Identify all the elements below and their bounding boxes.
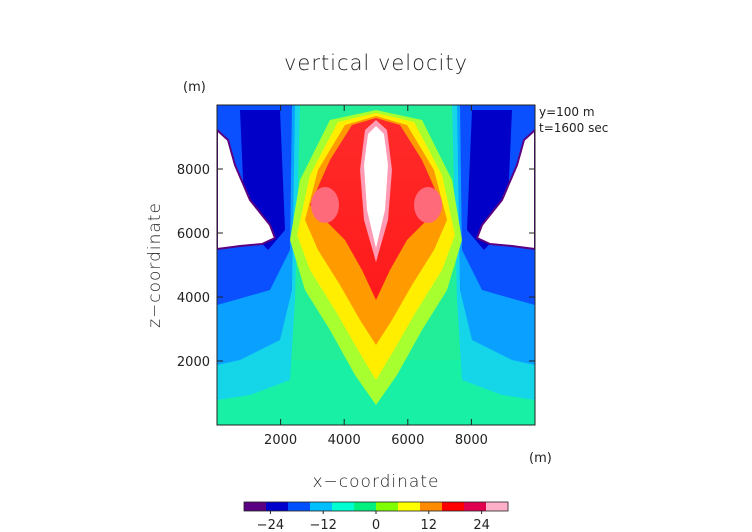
colorbar-swatch bbox=[332, 502, 355, 511]
colorbar-swatch bbox=[310, 502, 333, 511]
y-tick-label: 4000 bbox=[177, 291, 210, 306]
colorbar-swatch bbox=[266, 502, 289, 511]
x-tick-label: 4000 bbox=[328, 433, 361, 448]
plume-white-core bbox=[364, 126, 388, 248]
colorbar-tick-label: 0 bbox=[372, 518, 380, 532]
colorbar-swatch bbox=[464, 502, 487, 511]
y-tick-label: 2000 bbox=[177, 355, 210, 370]
chart-title: vertical velocity bbox=[284, 51, 468, 75]
plot-frame bbox=[216, 104, 536, 426]
y-axis-label: z−coordinate bbox=[145, 202, 165, 328]
x-axis-unit: (m) bbox=[529, 451, 552, 466]
x-axis-ticks: 2000 4000 6000 8000 bbox=[264, 105, 488, 448]
colorbar-swatch bbox=[288, 502, 311, 511]
colorbar-swatch bbox=[244, 502, 267, 511]
y-tick-label: 6000 bbox=[177, 227, 210, 242]
annotation-t: t=1600 sec bbox=[539, 121, 608, 135]
y-axis-ticks: 2000 4000 6000 8000 bbox=[177, 163, 535, 370]
annotation-y: y=100 m bbox=[539, 105, 595, 119]
x-axis-label: x−coordinate bbox=[313, 472, 440, 492]
colorbar-tick-label: −12 bbox=[309, 518, 336, 532]
y-axis-unit: (m) bbox=[183, 80, 206, 95]
colorbar: −24 −12 0 12 24 bbox=[243, 501, 509, 532]
colorbar-swatch bbox=[486, 502, 509, 511]
plume-left-lobe bbox=[311, 187, 339, 223]
colorbar-tick-label: 12 bbox=[421, 518, 438, 532]
colorbar-tick-label: 24 bbox=[473, 518, 490, 532]
y-tick-label: 8000 bbox=[177, 163, 210, 178]
mask-right bbox=[475, 128, 535, 251]
mask-left bbox=[217, 128, 277, 251]
plume-right-lobe bbox=[414, 187, 442, 223]
x-tick-label: 8000 bbox=[455, 433, 488, 448]
x-tick-label: 6000 bbox=[391, 433, 424, 448]
colorbar-swatch bbox=[376, 502, 399, 511]
velocity-field bbox=[217, 105, 535, 425]
x-tick-label: 2000 bbox=[264, 433, 297, 448]
colorbar-swatch bbox=[354, 502, 377, 511]
colorbar-tick-label: −24 bbox=[257, 518, 284, 532]
colorbar-swatch bbox=[420, 502, 443, 511]
colorbar-swatch bbox=[442, 502, 465, 511]
colorbar-swatch bbox=[398, 502, 421, 511]
